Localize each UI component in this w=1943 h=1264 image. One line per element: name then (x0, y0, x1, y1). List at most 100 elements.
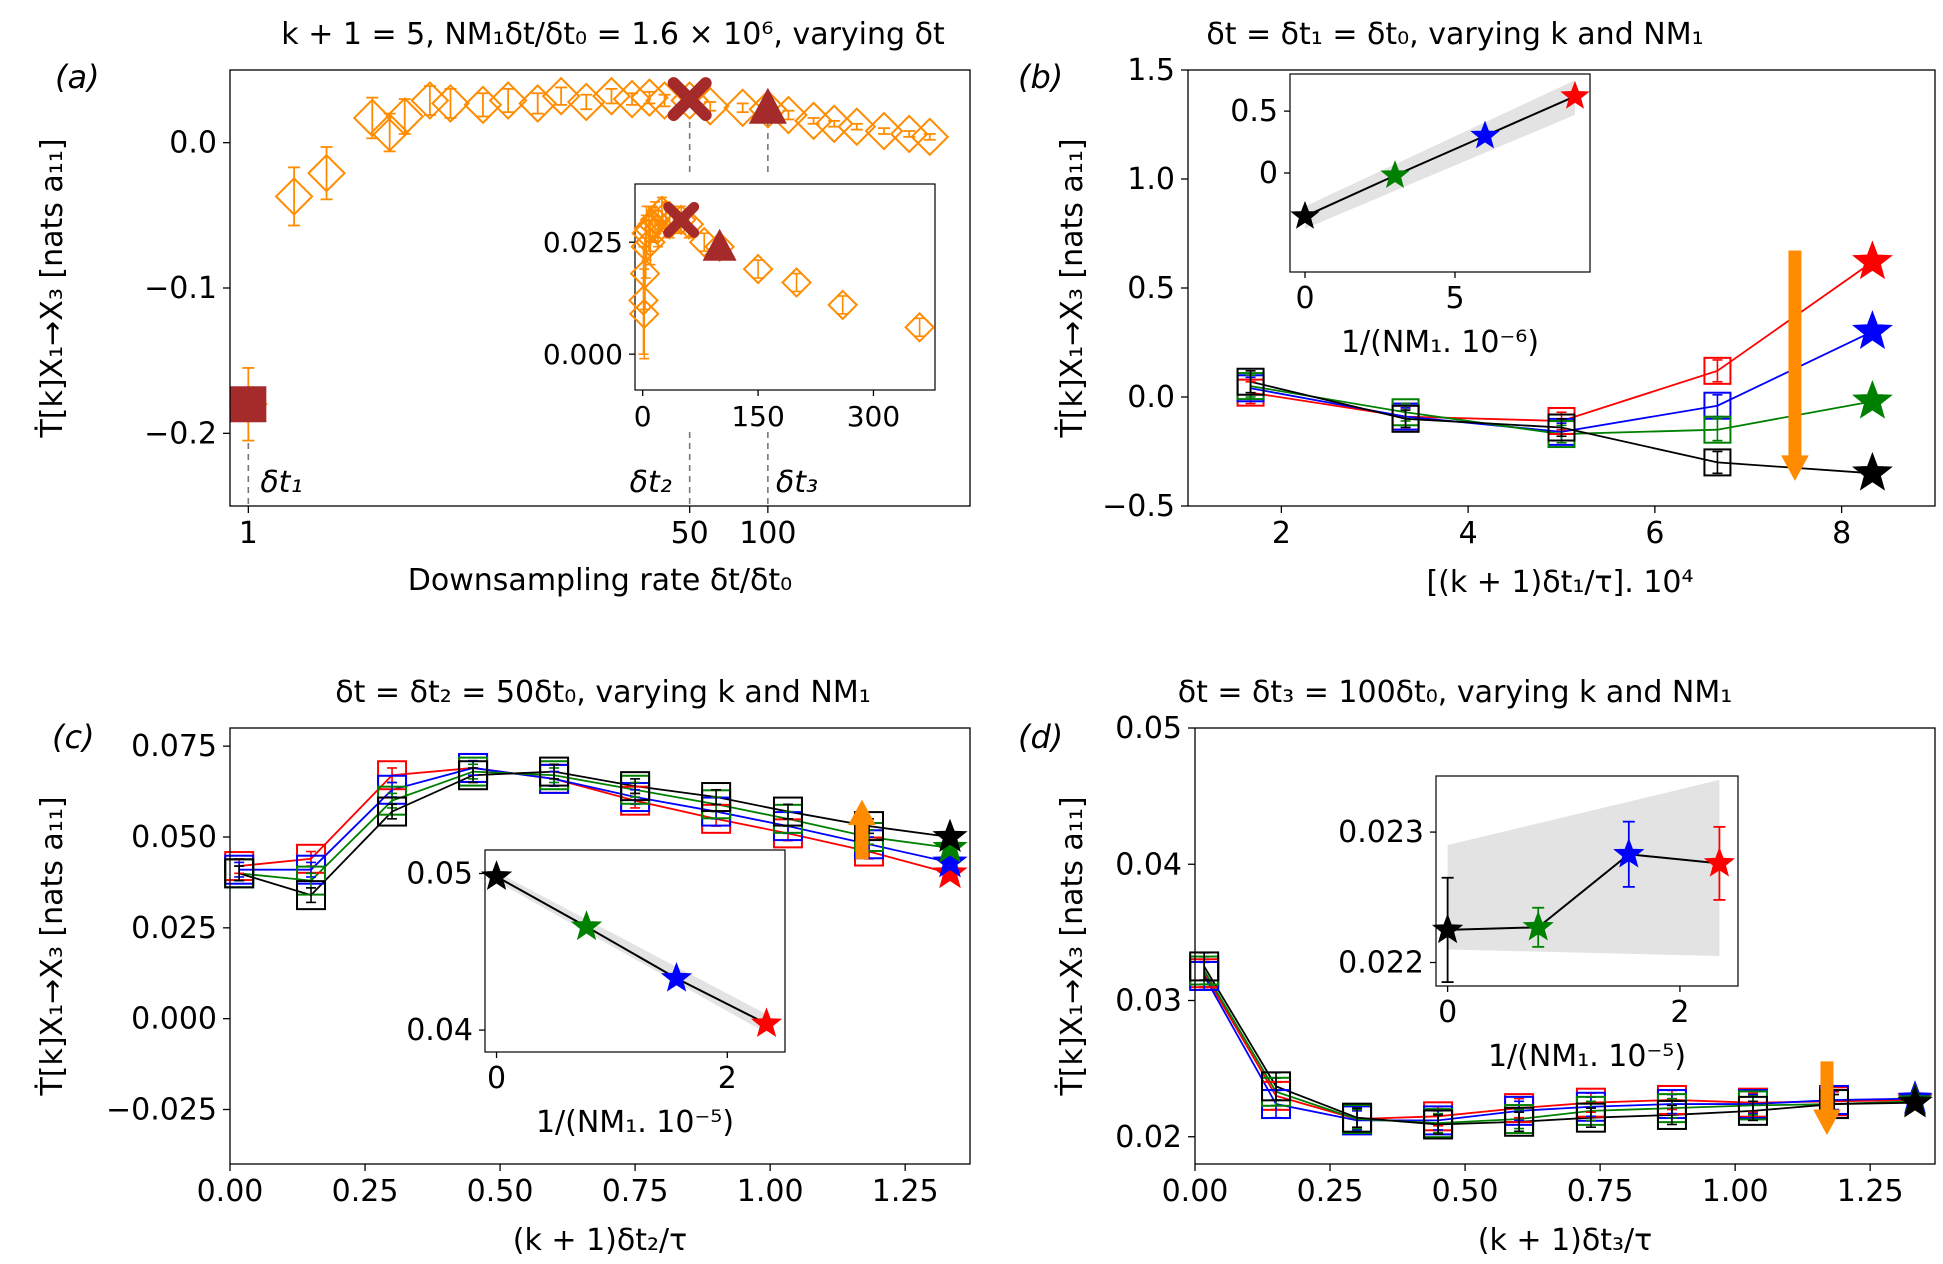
inset-point (642, 213, 674, 245)
data-point-red (1703, 356, 1732, 385)
panel-b-label: (b) (1018, 58, 1063, 96)
panel-c-plot (224, 752, 968, 911)
inset-highlight-triangle (702, 228, 737, 261)
panel-a: k + 1 = 5, NM₁δt/δt₀ = 1.6 × 10⁶, varyin… (34, 17, 971, 598)
inset-star-black (480, 860, 513, 890)
inset-star-red (750, 1007, 783, 1038)
trend-arrow (1781, 250, 1809, 481)
series-line-blue (1203, 975, 1916, 1122)
data-point-black (853, 811, 884, 842)
extrapolated-star-blue (1852, 310, 1893, 349)
x-tick-label: 0.75 (1567, 1174, 1634, 1209)
panel-b-inset: 0 5 0 0.5 1/(NM₁. 10⁻⁶) (1230, 73, 1591, 360)
data-point (274, 177, 314, 216)
inset-star-green (1380, 160, 1410, 188)
inset-y-tick-label: 0.000 (543, 338, 623, 371)
panel-d-ticks: 0.00 0.25 0.50 0.75 1.00 1.25 0.02 0.03 0.04 0.05 (1115, 711, 1903, 1209)
inset-y-tick-label: 0.023 (1338, 815, 1424, 850)
panel-c-ylabel: Ṫ[k]X₁→X₃ [nats a₁₁] (34, 796, 70, 1096)
data-point (385, 97, 425, 136)
x-tick-label: 1.25 (872, 1174, 939, 1209)
y-tick-label: 0.075 (131, 729, 217, 764)
inset-highlight-x (663, 201, 700, 238)
data-point (352, 98, 392, 138)
data-point (814, 104, 854, 144)
data-point (910, 117, 950, 157)
y-tick-label: 0.0 (1127, 380, 1175, 415)
inset-xlabel: 1/(NM₁. 10⁻⁵) (536, 1105, 734, 1140)
data-point (488, 81, 528, 120)
extrapolated-star-blue (932, 843, 968, 878)
y-tick-label: 0.000 (131, 1002, 217, 1037)
panel-c-title: δt = δt₂ = 50δt₀, varying k and NM₁ (335, 675, 870, 710)
panel-a-xlabel: Downsampling rate δt/δt₀ (408, 563, 792, 598)
x-tick-label: 2 (1272, 516, 1291, 551)
extrapolated-star-black (1897, 1084, 1933, 1118)
data-point (463, 85, 503, 125)
x-tick-label: 0.00 (197, 1174, 264, 1209)
y-tick-label: 0.05 (1115, 711, 1182, 746)
inset-y-tick-label: 0.05 (406, 856, 473, 891)
inset-star-black (1431, 913, 1464, 944)
inset-confidence-band (1447, 779, 1720, 956)
data-point-black (1504, 1106, 1535, 1137)
inset-point (631, 217, 662, 249)
panel-c-ticks: 0.00 0.25 0.50 0.75 1.00 1.25 −0.025 0.000 0.025… (106, 729, 939, 1209)
y-tick-label: −0.5 (1102, 489, 1175, 524)
panel-b-xlabel: [(k + 1)δt₁/τ]. 10⁴ (1426, 565, 1693, 600)
panel-a-ylabel: Ṫ[k]X₁→X₃ [nats a₁₁] (34, 138, 70, 438)
series-line-blue (239, 767, 951, 871)
inset-star-green (1522, 910, 1554, 941)
inset-point (628, 298, 660, 330)
panel-d-ylabel: Ṫ[k]X₁→X₃ [nats a₁₁] (1054, 796, 1090, 1096)
data-point (864, 111, 904, 151)
data-point (630, 78, 669, 118)
x-tick-label: 0.50 (1432, 1174, 1499, 1209)
panel-c-inset: 0 2 0.04 0.05 1/(NM₁. 10⁻⁵) (406, 849, 786, 1140)
data-point-black (1656, 1099, 1687, 1130)
inset-x-tick-label: 2 (1670, 995, 1689, 1030)
y-tick-label: −0.025 (106, 1093, 217, 1128)
data-point (612, 79, 652, 119)
data-point-black (1423, 1109, 1454, 1140)
series-line-black (1203, 965, 1916, 1126)
series-line-green (1203, 970, 1916, 1125)
inset-point (827, 289, 859, 321)
data-point-black (224, 858, 255, 889)
extrapolated-star-red (1852, 240, 1893, 280)
inset-xlabel: 1/(NM₁. 10⁻⁶) (1341, 325, 1539, 360)
data-point (837, 107, 877, 147)
panel-a-title: k + 1 = 5, NM₁δt/δt₀ = 1.6 × 10⁶, varyin… (281, 17, 945, 52)
data-point-black (772, 796, 803, 827)
data-point-black (701, 782, 732, 813)
panel-a-inset: 0 150 300 0.000 0.025 (543, 183, 936, 433)
panel-c: δt = δt₂ = 50δt₀, varying k and NM₁ (c) … (34, 675, 971, 1258)
inset-point (781, 267, 812, 298)
data-point-black (620, 771, 651, 802)
y-tick-label: −0.1 (144, 271, 217, 306)
inset-star-blue (1613, 837, 1645, 868)
series-line-green (239, 770, 951, 882)
data-point (370, 113, 410, 152)
inset-y-tick-label: 0.5 (1230, 94, 1278, 129)
data-point (541, 76, 581, 116)
x-tick-label: 0.75 (602, 1174, 669, 1209)
y-tick-label: 0.03 (1115, 984, 1182, 1019)
data-point-black (1547, 413, 1576, 442)
x-tick-label: 1 (239, 516, 258, 551)
inset-point (904, 311, 936, 343)
x-tick-label: 0.00 (1162, 1174, 1229, 1209)
panel-a-ticks: 1 50 100−0.2−0.10.0 (144, 126, 796, 551)
data-point-black (1342, 1102, 1373, 1133)
inset-x-tick-label: 300 (847, 400, 900, 433)
panel-b-title: δt = δt₁ = δt₀, varying k and NM₁ (1206, 17, 1703, 52)
panel-b-ticks: 2 4 6 8 −0.5 0.0 0.5 1.0 1.5 (1102, 53, 1851, 551)
inset-x-tick-label: 2 (718, 1061, 737, 1096)
inset-x-tick-label: 0 (1438, 995, 1457, 1030)
panel-c-frame (229, 727, 971, 1165)
y-tick-label: 1.0 (1127, 162, 1175, 197)
panel-d-plot (1189, 951, 1933, 1140)
marker-label: δt₁ (260, 465, 302, 500)
inset-x-tick-label: 0 (487, 1061, 506, 1096)
